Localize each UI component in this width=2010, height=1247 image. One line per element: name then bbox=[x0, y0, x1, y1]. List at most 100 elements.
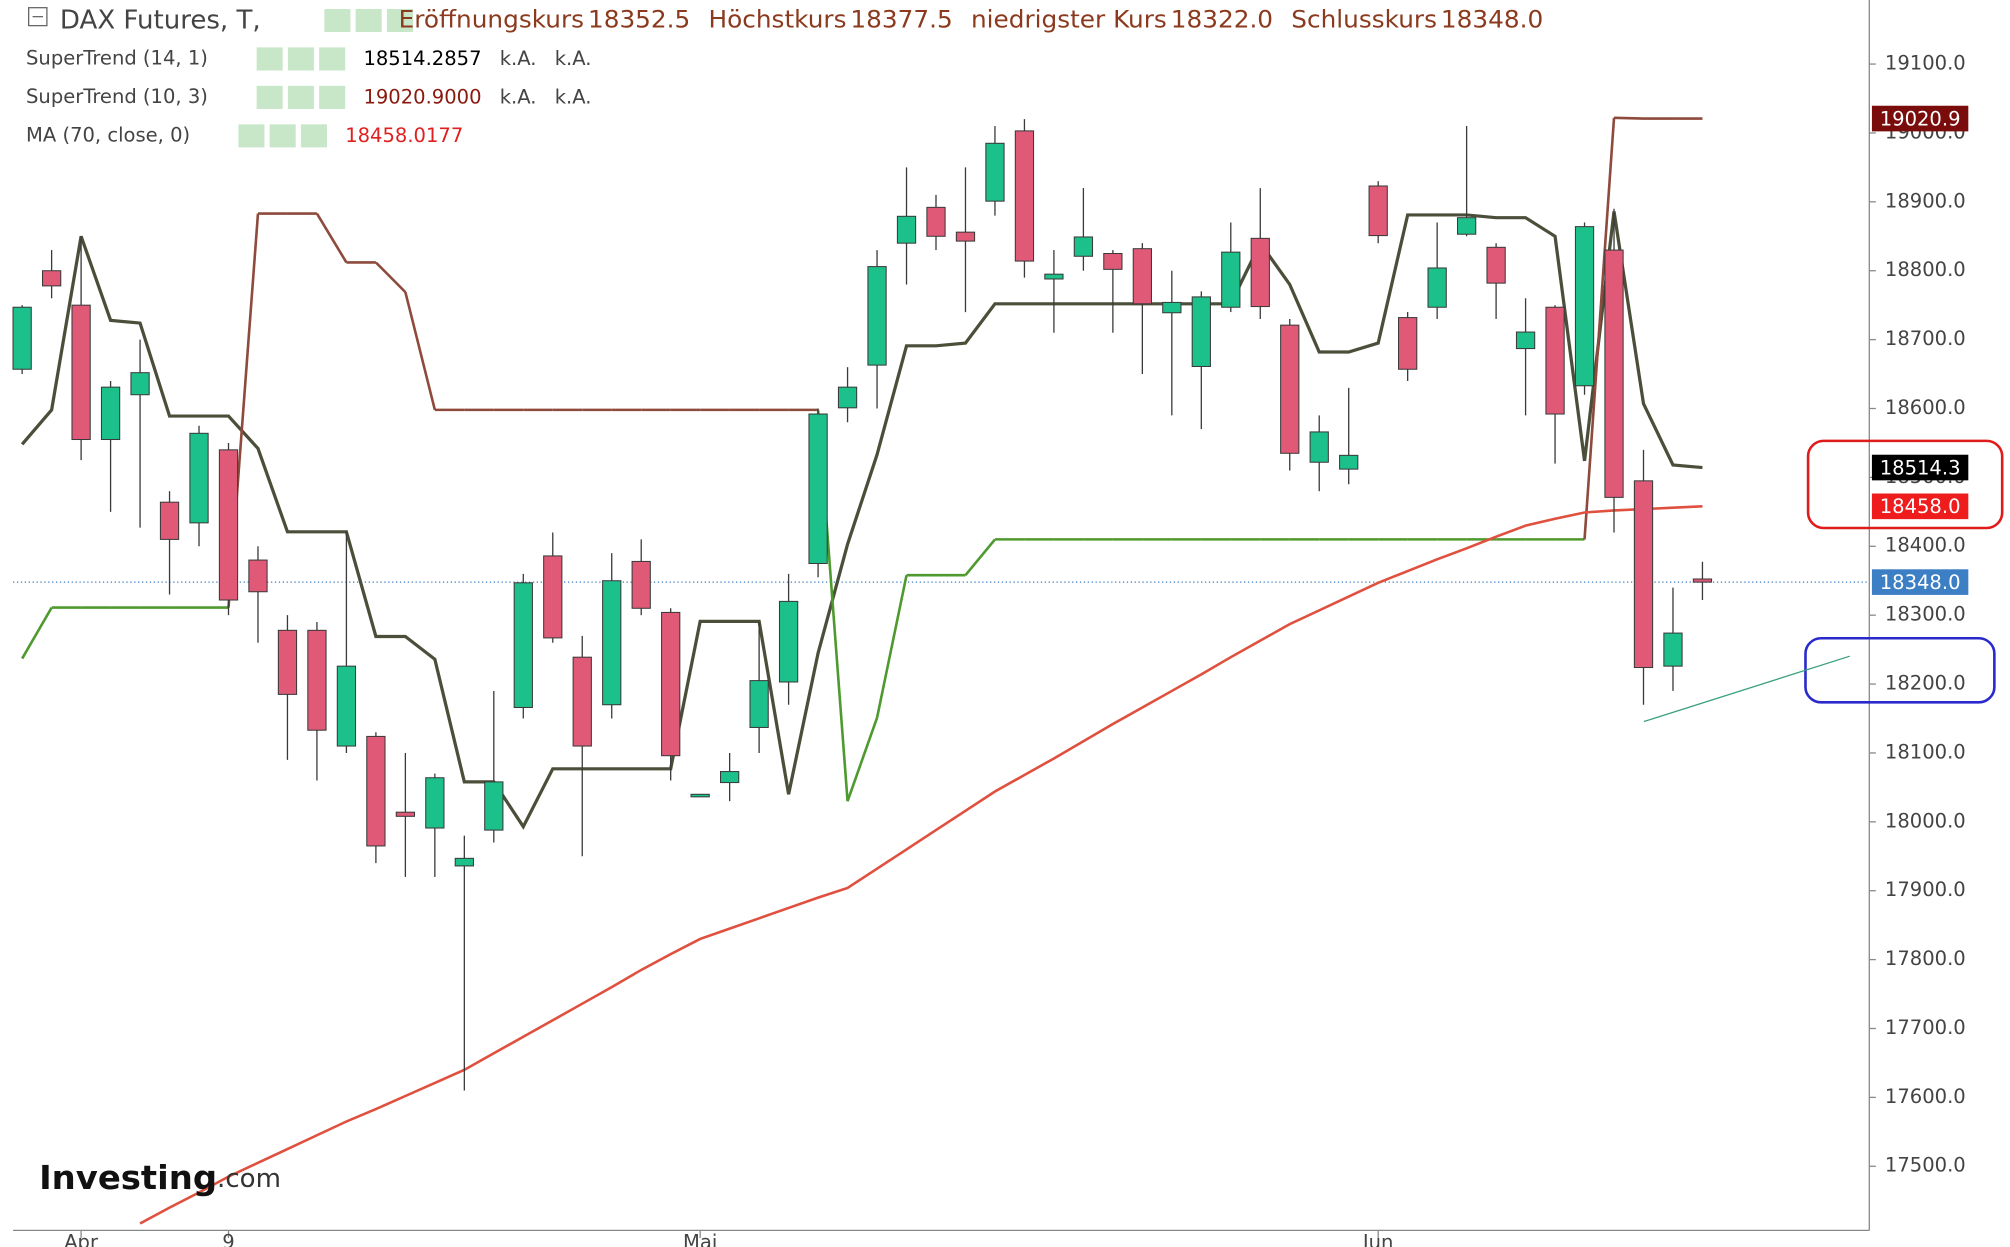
price-label-box bbox=[1871, 105, 1969, 132]
candle-body bbox=[1162, 301, 1182, 314]
y-tick-label: 17700.0 bbox=[1885, 1016, 1966, 1039]
x-tick-label: 9 bbox=[222, 1231, 234, 1247]
indicator-icon[interactable] bbox=[300, 124, 327, 148]
header-label: niedrigster Kurs bbox=[971, 5, 1167, 34]
indicator-note: k.A. bbox=[555, 85, 592, 108]
price-label: 19020.9 bbox=[1880, 107, 1961, 130]
candle-body bbox=[631, 560, 651, 609]
supertrend-segment bbox=[315, 212, 348, 264]
y-tick-label: 18200.0 bbox=[1885, 672, 1966, 695]
supertrend-segment bbox=[404, 291, 437, 411]
candle-body bbox=[1368, 185, 1388, 237]
indicator-icon[interactable] bbox=[256, 47, 283, 71]
indicator-value: 19020.9000 bbox=[363, 85, 481, 108]
indicator-icon[interactable] bbox=[287, 47, 314, 71]
indicator-value: 18458.0177 bbox=[345, 123, 463, 146]
candle-body bbox=[1663, 632, 1683, 667]
candle-body bbox=[307, 629, 327, 731]
chart-title: DAX Futures, T, bbox=[60, 5, 261, 35]
candle-body bbox=[1014, 130, 1035, 262]
candle-body bbox=[71, 304, 91, 441]
candle-body bbox=[896, 215, 917, 244]
y-tick-label: 17500.0 bbox=[1885, 1154, 1966, 1177]
indicator-icon[interactable] bbox=[238, 124, 265, 148]
header-value: 18377.5 bbox=[850, 5, 952, 34]
candle-body bbox=[513, 582, 533, 708]
candle-body bbox=[336, 665, 357, 747]
candle-body bbox=[955, 231, 976, 242]
candle-body bbox=[926, 206, 946, 237]
indicator-values: 19020.9000 k.A. k.A. bbox=[363, 85, 591, 108]
indicator-note: k.A. bbox=[555, 47, 592, 70]
indicator-icon[interactable] bbox=[324, 8, 351, 33]
candle-body bbox=[602, 580, 622, 706]
indicator-icon[interactable] bbox=[386, 8, 413, 33]
price-label: 18348.0 bbox=[1880, 571, 1961, 594]
y-tick-label: 17900.0 bbox=[1885, 878, 1966, 901]
trend-line bbox=[1643, 655, 1850, 723]
x-tick-label: Apr bbox=[64, 1231, 98, 1247]
candle-body bbox=[484, 781, 504, 831]
candle-body bbox=[189, 432, 209, 524]
candle-body bbox=[837, 386, 858, 409]
candle-body bbox=[454, 857, 474, 867]
header-label: Schlusskurs bbox=[1291, 5, 1437, 34]
indicator-icon[interactable] bbox=[287, 85, 314, 109]
supertrend-segment bbox=[875, 574, 908, 719]
candle-body bbox=[778, 600, 799, 683]
indicator-name: SuperTrend (14, 1) bbox=[26, 47, 208, 70]
indicator-line bbox=[139, 505, 1703, 1225]
indicator-icon[interactable] bbox=[319, 85, 346, 109]
candle-body bbox=[1633, 480, 1654, 669]
candle-body bbox=[572, 656, 592, 747]
indicator-value: 18514.2857 bbox=[363, 47, 481, 70]
indicator-icon[interactable] bbox=[355, 8, 382, 33]
candle-body bbox=[749, 680, 769, 728]
header-label: Eröffnungskurs bbox=[399, 5, 584, 34]
candle-body bbox=[1339, 454, 1359, 470]
header-label: Höchstkurs bbox=[709, 5, 847, 34]
candle-body bbox=[1250, 237, 1270, 308]
header-value: 18348.0 bbox=[1441, 5, 1543, 34]
title: DAX Futures, T, bbox=[60, 5, 261, 35]
candle-body bbox=[159, 501, 180, 540]
x-tick-label: Jun bbox=[1362, 1231, 1394, 1247]
collapse-button[interactable] bbox=[28, 7, 48, 27]
candle-body bbox=[12, 306, 32, 370]
header-value: 18352.5 bbox=[588, 5, 690, 34]
indicator-icon[interactable] bbox=[319, 47, 346, 71]
candle-body bbox=[248, 559, 268, 593]
x-tick-label: Mai bbox=[683, 1231, 717, 1247]
watermark-main: Investing bbox=[39, 1158, 217, 1197]
candle-body bbox=[808, 413, 828, 565]
supertrend-segment bbox=[964, 538, 996, 577]
candle-body bbox=[218, 449, 239, 601]
y-tick-label: 17800.0 bbox=[1885, 947, 1966, 970]
candle-body bbox=[1309, 431, 1329, 463]
indicator-values: 18458.0177 bbox=[345, 123, 463, 146]
header-values: Eröffnungskurs 18352.5 Höchstkurs 18377.5 ni… bbox=[399, 5, 1544, 34]
candle-body bbox=[1191, 296, 1211, 367]
candle-body bbox=[985, 142, 1005, 202]
candle-body bbox=[1398, 317, 1418, 370]
candle-body bbox=[277, 629, 298, 695]
candle-body bbox=[1044, 273, 1064, 280]
candle-body bbox=[867, 266, 887, 366]
candle-body bbox=[1515, 331, 1536, 350]
candle-body bbox=[1280, 324, 1300, 454]
y-tick-label: 18700.0 bbox=[1885, 327, 1966, 350]
indicator-note: k.A. bbox=[500, 85, 537, 108]
price-label-box bbox=[1871, 569, 1969, 595]
watermark: Investing.com bbox=[39, 1158, 281, 1197]
candle-body bbox=[1574, 226, 1595, 387]
indicator-line bbox=[20, 211, 1703, 830]
candle-body bbox=[1486, 246, 1506, 284]
indicator-values: 18514.2857 k.A. k.A. bbox=[363, 47, 591, 70]
candle-body bbox=[661, 611, 681, 757]
indicator-icon[interactable] bbox=[269, 124, 296, 148]
candle-body bbox=[425, 777, 445, 829]
indicator-icon[interactable] bbox=[256, 85, 283, 109]
candle-body bbox=[1073, 236, 1094, 257]
